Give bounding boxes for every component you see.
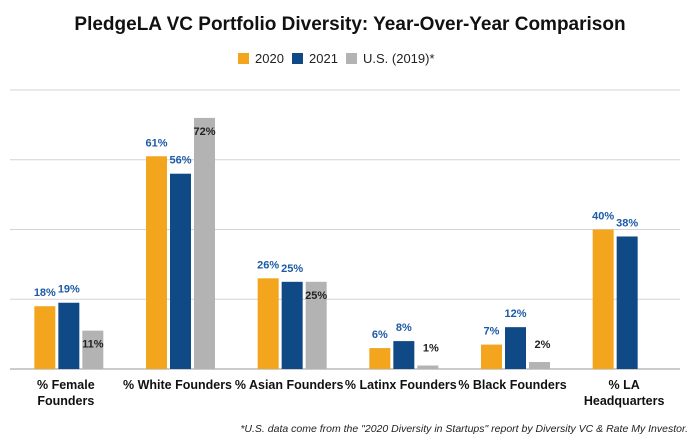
data-label: 18% xyxy=(34,287,56,299)
bar xyxy=(170,173,191,369)
data-label: 25% xyxy=(305,290,327,302)
data-label: 61% xyxy=(145,137,167,149)
x-tick-label: Founders xyxy=(37,394,94,408)
legend-swatch xyxy=(346,53,357,64)
x-tick-label: % Latinx Founders xyxy=(345,378,457,392)
x-tick-label: % Asian Founders xyxy=(235,378,344,392)
bar xyxy=(194,117,215,370)
x-tick-label: Headquarters xyxy=(584,394,665,408)
bar xyxy=(393,341,415,369)
legend-label: 2021 xyxy=(309,51,338,66)
bar xyxy=(529,362,550,369)
bar xyxy=(305,281,327,369)
data-label: 25% xyxy=(281,263,303,275)
x-tick-label: % White Founders xyxy=(123,378,232,392)
bar xyxy=(58,302,80,369)
data-label: 72% xyxy=(193,126,215,138)
data-label: 40% xyxy=(592,211,614,223)
legend-swatch xyxy=(238,53,249,64)
bar xyxy=(592,229,614,369)
gridlines xyxy=(10,89,680,370)
data-label: 12% xyxy=(504,308,526,320)
bar xyxy=(417,365,439,369)
bar xyxy=(369,348,391,369)
bar xyxy=(281,281,303,369)
x-tick-label: % Black Founders xyxy=(458,378,566,392)
x-tick-label: % LA xyxy=(609,378,640,392)
data-label: 38% xyxy=(616,217,638,229)
data-label: 56% xyxy=(169,155,191,167)
footnote: *U.S. data come from the "2020 Diversity… xyxy=(240,423,688,435)
data-label: 2% xyxy=(535,339,551,351)
bar xyxy=(481,344,502,369)
bars xyxy=(34,117,638,370)
data-label: 1% xyxy=(423,343,439,355)
bar xyxy=(82,330,104,369)
legend: 2020 2021 U.S. (2019)* xyxy=(238,51,435,66)
data-label: 26% xyxy=(257,259,279,271)
legend-label: 2020 xyxy=(255,51,284,66)
bar xyxy=(616,236,638,369)
bar xyxy=(34,306,56,369)
data-label: 8% xyxy=(396,322,412,334)
data-label: 7% xyxy=(484,326,500,338)
x-tick-label: % Female xyxy=(37,378,95,392)
legend-label: U.S. (2019)* xyxy=(363,51,435,66)
data-label: 6% xyxy=(372,329,388,341)
bar xyxy=(257,278,279,369)
value-labels: 18% 19%11%61%56%72%26% 25%25%6%8%1%7%12%2%… xyxy=(34,126,639,355)
legend-swatch xyxy=(292,53,303,64)
bar xyxy=(146,156,167,369)
data-label: 19% xyxy=(58,284,80,296)
data-label: 11% xyxy=(82,339,104,351)
x-axis-labels: % Female Founders % White Founders% Asian … xyxy=(37,378,665,408)
chart-title: PledgeLA VC Portfolio Diversity: Year-Ov… xyxy=(74,14,625,35)
bar xyxy=(505,327,526,369)
